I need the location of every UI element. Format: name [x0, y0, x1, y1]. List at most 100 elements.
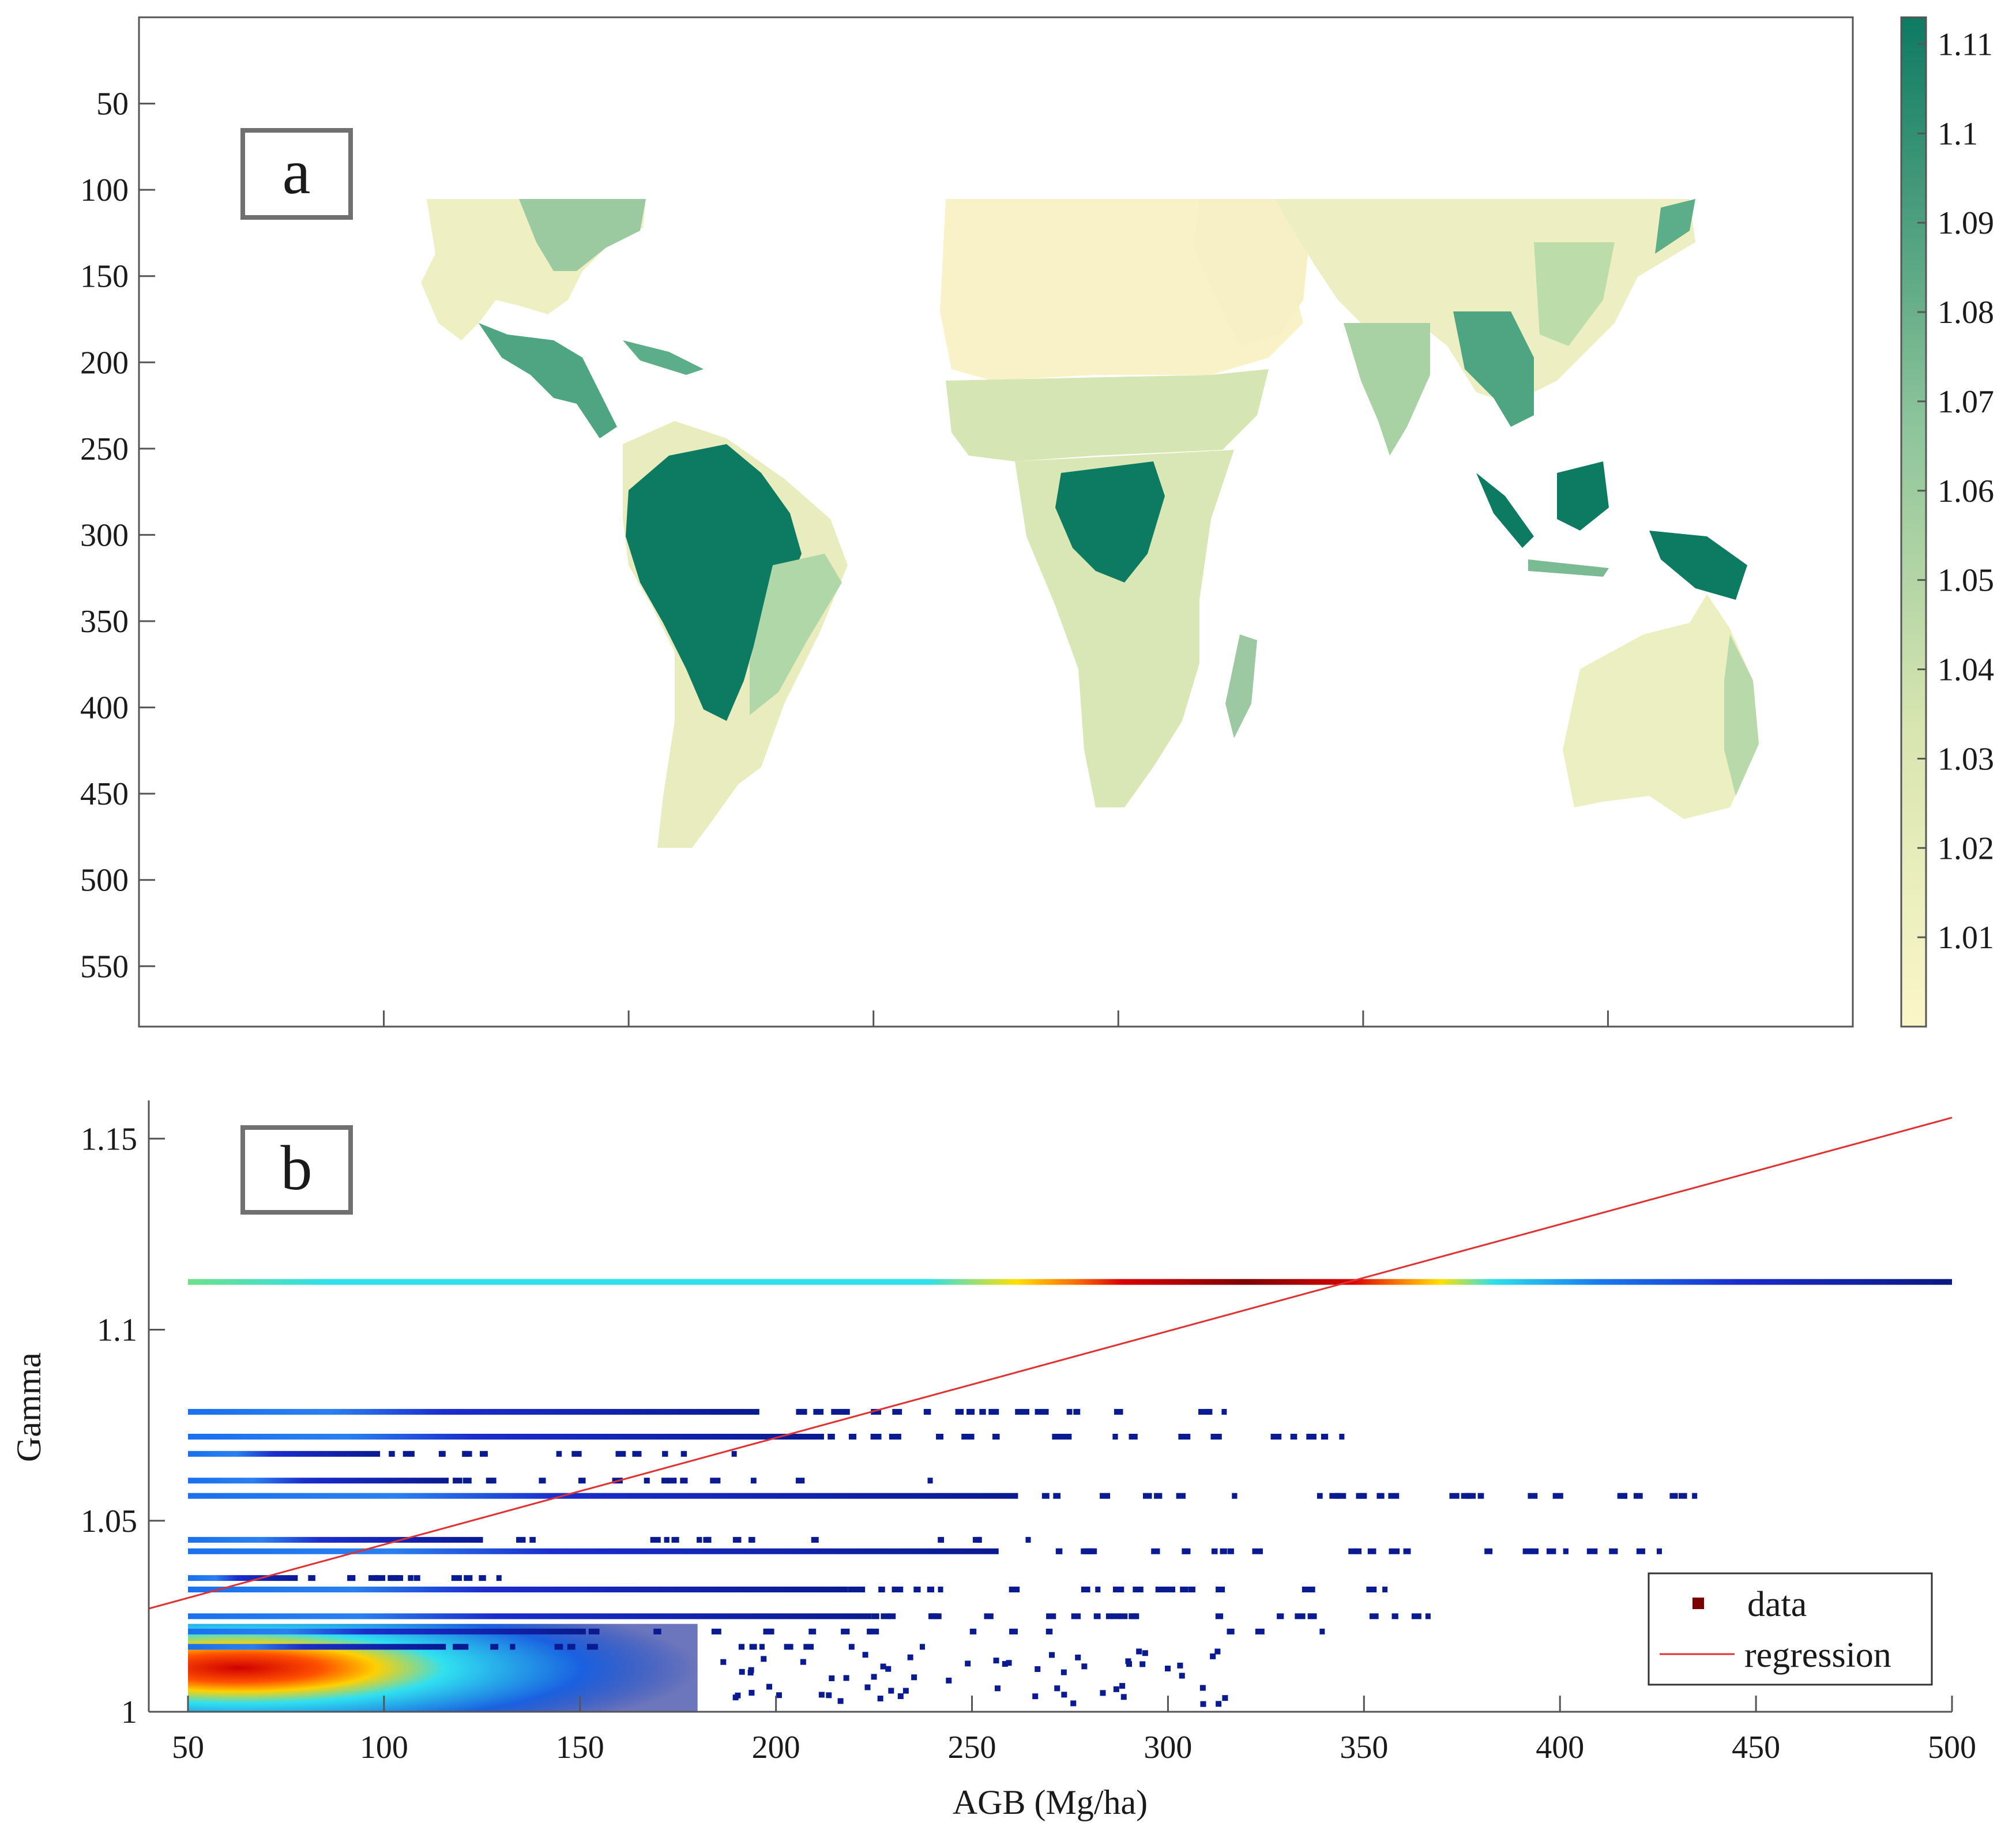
scatter-point — [1484, 1548, 1493, 1554]
scatter-point — [766, 1684, 772, 1690]
scatter-point — [1041, 1408, 1049, 1415]
scatter-point — [1100, 1493, 1111, 1499]
colorbar-tick-label: 1.01 — [1938, 920, 1994, 956]
scatter-point — [653, 1628, 661, 1634]
scatter-point — [761, 1656, 767, 1662]
scatter-point — [1220, 1548, 1227, 1554]
scatter-point — [1199, 1685, 1206, 1691]
scatter-point — [969, 1628, 977, 1634]
x-axis-title: AGB (Mg/ha) — [953, 1783, 1148, 1821]
scatter-point — [1093, 1613, 1101, 1619]
map-y-tick-label: 250 — [80, 431, 129, 467]
scatter-point — [409, 1451, 415, 1457]
scatter-point — [984, 1613, 994, 1619]
scatter-point — [1113, 1686, 1119, 1692]
scatter-point — [680, 1478, 688, 1484]
scatter-point — [829, 1675, 835, 1681]
scatter-point — [1586, 1548, 1598, 1554]
scatter-point — [1095, 1587, 1101, 1592]
scatter-point — [1041, 1493, 1050, 1499]
scatter-point — [567, 1644, 576, 1650]
x-tick-label: 300 — [1144, 1730, 1192, 1765]
scatter-point — [1468, 1493, 1476, 1499]
scatter-point — [1366, 1587, 1377, 1592]
scatter-point — [539, 1478, 546, 1484]
scatter-point — [1061, 1692, 1067, 1698]
scatter-point — [1081, 1663, 1088, 1670]
scatter-band — [187, 1434, 824, 1440]
scatter-point — [796, 1408, 807, 1415]
scatter-point — [1120, 1694, 1127, 1700]
map-y-tick-label: 200 — [80, 345, 129, 381]
scatter-point — [1111, 1613, 1121, 1619]
scatter-point — [1389, 1548, 1400, 1554]
scatter-point — [680, 1451, 687, 1457]
scatter-x-axis: 50 100 150 200 250 300 350 400 450 500 — [172, 1696, 1976, 1765]
colorbar-tick-label: 1.02 — [1938, 831, 1994, 866]
scatter-point — [808, 1628, 817, 1634]
scatter-point — [1176, 1493, 1186, 1499]
scatter-point — [1032, 1693, 1039, 1700]
panel-label-a-text: a — [283, 137, 311, 207]
scatter-point — [848, 1587, 856, 1592]
scatter-point — [1054, 1685, 1060, 1692]
scatter-point — [1232, 1493, 1238, 1499]
scatter-point — [1143, 1493, 1152, 1499]
scatter-point — [1216, 1587, 1225, 1592]
scatter-point — [1052, 1434, 1063, 1440]
scatter-point — [396, 1575, 404, 1581]
scatter-point — [889, 1434, 899, 1440]
regression-line — [148, 1117, 1953, 1610]
map-madagascar — [1225, 634, 1257, 738]
scatter-point — [1552, 1493, 1563, 1499]
x-tick-label: 100 — [360, 1730, 408, 1765]
scatter-band — [187, 1408, 759, 1415]
scatter-marks — [187, 1279, 1952, 1712]
map-borneo — [1557, 461, 1609, 531]
scatter-point — [464, 1575, 473, 1581]
scatter-point — [1411, 1613, 1421, 1619]
scatter-point — [1299, 1613, 1306, 1619]
scatter-point — [902, 1688, 909, 1694]
scatter-point — [1073, 1408, 1081, 1415]
scatter-point — [1021, 1408, 1029, 1415]
scatter-point — [516, 1536, 526, 1543]
scatter-dense-cloud — [187, 1624, 698, 1712]
map-east-asia — [1534, 242, 1615, 346]
scatter-band — [187, 1478, 449, 1484]
scatter-point — [1306, 1587, 1315, 1592]
scatter-point — [1198, 1408, 1209, 1415]
scatter-point — [938, 1587, 943, 1592]
scatter-point — [1252, 1548, 1263, 1554]
scatter-point — [732, 1536, 742, 1543]
scatter-point — [1086, 1548, 1096, 1554]
scatter-point — [1213, 1434, 1222, 1440]
scatter-point — [1071, 1613, 1081, 1619]
scatter-point — [1290, 1434, 1297, 1440]
scatter-point — [1182, 1548, 1191, 1554]
scatter-point — [1130, 1434, 1138, 1440]
scatter-point — [1321, 1434, 1329, 1440]
colorbar-tick-label: 1.08 — [1938, 295, 1994, 330]
scatter-point — [1617, 1493, 1627, 1499]
scatter-point — [1522, 1548, 1532, 1554]
scatter-point — [946, 1677, 952, 1684]
scatter-point — [1215, 1613, 1224, 1619]
scatter-point — [1177, 1662, 1183, 1669]
scatter-point — [992, 1408, 999, 1415]
scatter-point — [1403, 1548, 1411, 1554]
x-tick-label: 400 — [1536, 1730, 1584, 1765]
scatter-point — [862, 1652, 868, 1658]
scatter-point — [661, 1478, 669, 1484]
scatter-point — [1081, 1548, 1089, 1554]
scatter-point — [923, 1408, 931, 1415]
scatter-point — [368, 1575, 379, 1581]
map-caribbean — [623, 340, 704, 375]
scatter-point — [739, 1669, 745, 1675]
scatter-point — [929, 1613, 937, 1619]
scatter-point — [1277, 1613, 1284, 1619]
scatter-point — [1465, 1493, 1472, 1499]
panel-label-b-text: b — [281, 1133, 313, 1203]
x-tick-label: 50 — [172, 1730, 204, 1765]
scatter-point — [976, 1536, 982, 1543]
